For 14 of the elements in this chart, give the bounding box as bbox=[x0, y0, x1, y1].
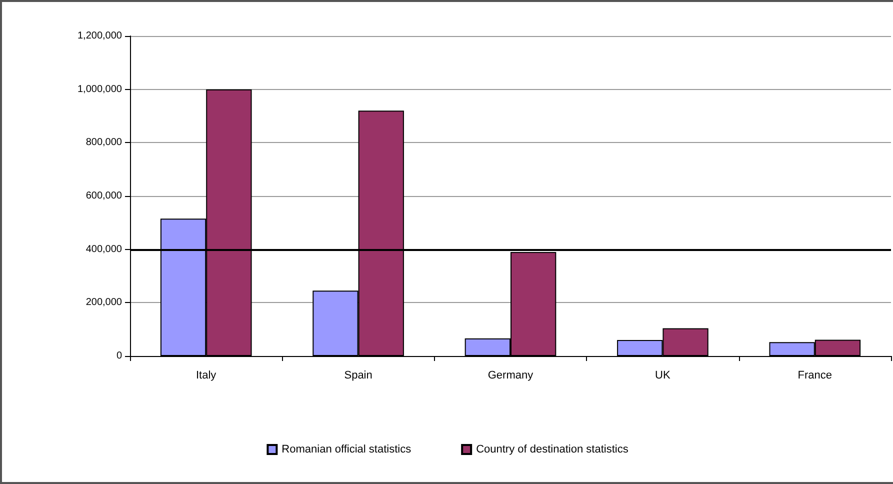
legend-label: Romanian official statistics bbox=[282, 444, 412, 456]
y-tick-label: 600,000 bbox=[86, 190, 122, 202]
y-tick-label: 1,200,000 bbox=[78, 30, 122, 42]
y-tick-label: 0 bbox=[116, 350, 122, 362]
y-tick-label: 800,000 bbox=[86, 137, 122, 148]
y-tick-label: 1,000,000 bbox=[78, 84, 122, 95]
x-tick-label: Italy bbox=[196, 370, 217, 382]
y-tick-label: 200,000 bbox=[86, 297, 122, 308]
x-tick-label: Germany bbox=[488, 370, 534, 382]
legend-label: Country of destination statistics bbox=[476, 444, 629, 456]
x-tick-label: UK bbox=[655, 370, 672, 382]
y-tick-label: 400,000 bbox=[86, 244, 122, 255]
x-tick-label: France bbox=[798, 370, 832, 382]
x-tick-label: Spain bbox=[344, 370, 372, 382]
